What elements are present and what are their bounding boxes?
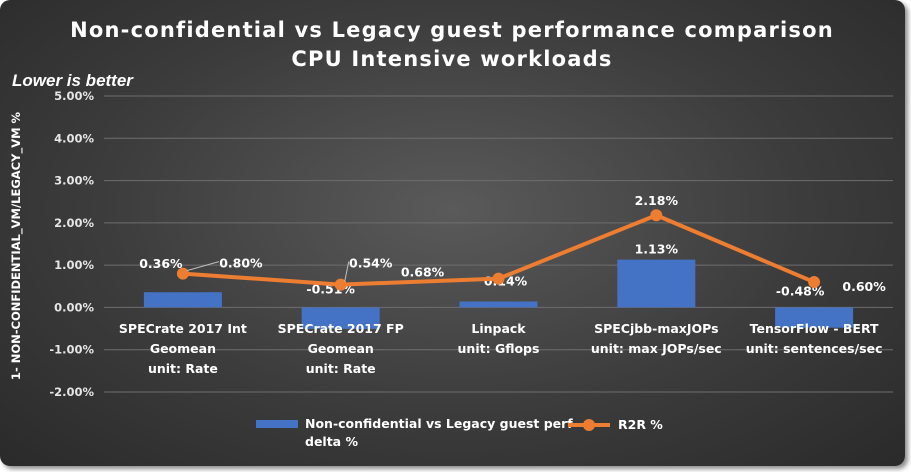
y-tick-label: 1.00% xyxy=(54,258,94,272)
bar-series: 0.36%-0.51%0.14%1.13%-0.48% xyxy=(139,242,854,329)
bar xyxy=(301,307,380,329)
line-series: 0.80% 0.54% 0.68% 2.18% 0.60% xyxy=(176,193,886,294)
category-label: Geomean xyxy=(308,341,374,356)
line-point xyxy=(176,267,189,280)
line-data-label: 2.18% xyxy=(635,193,679,208)
category-label: unit: sentences/sec xyxy=(746,341,883,356)
x-axis-categories: SPECrate 2017 Int Geomean unit: Rate SPECra… xyxy=(119,321,883,376)
leader-line xyxy=(186,261,220,272)
category-label: SPECrate 2017 Int xyxy=(119,321,247,336)
lower-is-better-note: Lower is better xyxy=(12,71,134,90)
bar-data-label: 1.13% xyxy=(635,242,679,257)
y-tick-label: -2.00% xyxy=(49,385,94,399)
y-tick-label: 5.00% xyxy=(54,89,94,103)
category-label: Linpack xyxy=(471,321,526,336)
bar xyxy=(617,259,696,308)
legend-line-marker xyxy=(583,419,595,431)
category-label: unit: Rate xyxy=(306,361,376,376)
y-axis-label: 1- NON-CONFIDENTIAL_VM/LEGACY_VM % xyxy=(9,111,24,380)
line-data-label: 0.68% xyxy=(401,265,445,280)
category-label: unit: max JOPs/sec xyxy=(591,341,722,356)
y-tick-label: 4.00% xyxy=(54,131,94,145)
category-label: unit: Gflops xyxy=(458,341,540,356)
legend-line-label: R2R % xyxy=(618,417,663,432)
legend-bar-label-line2: delta % xyxy=(305,434,358,449)
legend-bar-label-line1: Non-confidential vs Legacy guest perf xyxy=(305,416,573,431)
leader-line xyxy=(344,261,350,282)
line-data-label: 0.60% xyxy=(842,279,886,294)
category-label: SPECrate 2017 FP xyxy=(278,321,404,336)
line-data-label: 0.80% xyxy=(219,256,263,271)
line-point xyxy=(492,272,505,285)
legend: Non-confidential vs Legacy guest perf del… xyxy=(256,416,663,449)
line-point xyxy=(808,276,821,289)
chart-title: Non-confidential vs Legacy guest perform… xyxy=(70,18,834,42)
bar-data-label: 0.36% xyxy=(139,256,183,271)
legend-bar-swatch xyxy=(256,420,298,428)
y-tick-label: -1.00% xyxy=(49,343,94,357)
category-label: Geomean xyxy=(150,341,216,356)
bar xyxy=(775,307,854,328)
chart-subtitle: CPU Intensive workloads xyxy=(291,47,612,71)
bar xyxy=(143,292,222,308)
category-label: unit: Rate xyxy=(148,361,218,376)
category-label: TensorFlow - BERT xyxy=(750,321,879,336)
y-tick-label: 3.00% xyxy=(54,174,94,188)
y-tick-label: 0.00% xyxy=(54,300,94,314)
line-point xyxy=(334,278,347,291)
bar xyxy=(459,301,538,308)
line-point xyxy=(650,209,663,222)
line-data-label: 0.54% xyxy=(349,256,393,271)
y-tick-label: 2.00% xyxy=(54,216,94,230)
category-label: SPECjbb-maxJOPs xyxy=(594,321,718,336)
y-axis-ticks: 5.00% 4.00% 3.00% 2.00% 1.00% 0.00% -1.00% -2.0… xyxy=(49,89,94,399)
